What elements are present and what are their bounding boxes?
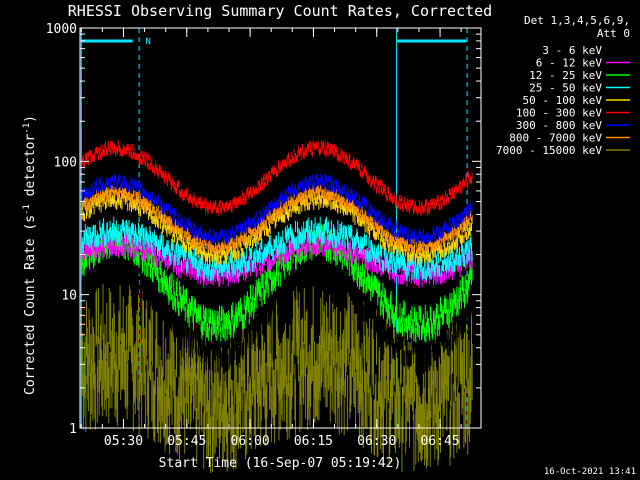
x-axis-label: Start Time (16-Sep-07 05:19:42) xyxy=(159,456,402,471)
x-tick-label: 05:30 xyxy=(104,434,143,449)
y-tick-label: 1000 xyxy=(46,22,77,37)
x-tick-label: 06:30 xyxy=(357,434,396,449)
legend-label-6: 300 - 800 keV xyxy=(516,119,602,132)
plot-frame xyxy=(79,27,482,429)
legend-label-8: 7000 - 15000 keV xyxy=(496,144,602,157)
legend-label-7: 800 - 7000 keV xyxy=(509,132,602,145)
y-axis-label-sup1: -1 xyxy=(22,204,32,215)
series-path-8 xyxy=(81,283,473,473)
series-4 xyxy=(81,189,473,266)
y-axis-label: Corrected Count Rate (s-1 detector-1) xyxy=(22,115,38,395)
legend-label-5: 100 - 300 keV xyxy=(516,107,602,120)
legend-label-3: 25 - 50 keV xyxy=(529,82,602,95)
x-tick-label: 06:45 xyxy=(420,434,459,449)
series-7 xyxy=(81,184,473,255)
series-5 xyxy=(81,140,473,216)
footer-timestamp: 16-Oct-2021 13:41 xyxy=(544,467,636,477)
legend-label-2: 12 - 25 keV xyxy=(529,69,602,82)
legend-title-line-2: Att 0 xyxy=(597,27,630,40)
series-path-5 xyxy=(81,140,473,216)
y-tick-label: 10 xyxy=(61,289,77,304)
axes: 1 10 100 1000 05:30 05:45 06:00 06:15 06:30 06:45 xyxy=(46,22,482,449)
legend-label-0: 3 - 6 keV xyxy=(542,44,602,57)
y-axis-label-end: ) xyxy=(23,115,38,123)
legend-label-1: 6 - 12 keV xyxy=(536,57,603,70)
legend-label-4: 50 - 100 keV xyxy=(523,94,603,107)
series-path-0 xyxy=(81,243,473,374)
series-0 xyxy=(81,243,473,374)
x-tick-label: 06:15 xyxy=(294,434,333,449)
x-tick-label: 06:00 xyxy=(231,434,270,449)
x-tick-label: 05:45 xyxy=(167,434,206,449)
y-tick-label: 100 xyxy=(54,155,77,170)
y-axis-label-sup2: -1 xyxy=(22,123,32,134)
y-tick-label: 1 xyxy=(69,422,77,437)
chart-title: RHESSI Observing Summary Count Rates, Co… xyxy=(68,2,492,20)
y-axis-label-main: Corrected Count Rate (s xyxy=(23,215,38,395)
y-axis-label-mid: detector xyxy=(23,134,38,205)
series-8 xyxy=(81,283,473,473)
legend-title-line-1: Det 1,3,4,5,6,9, xyxy=(524,14,630,27)
series-path-4 xyxy=(81,189,473,266)
night-label: N xyxy=(145,37,150,47)
series-path-7 xyxy=(81,184,473,255)
series-layer xyxy=(81,140,473,473)
